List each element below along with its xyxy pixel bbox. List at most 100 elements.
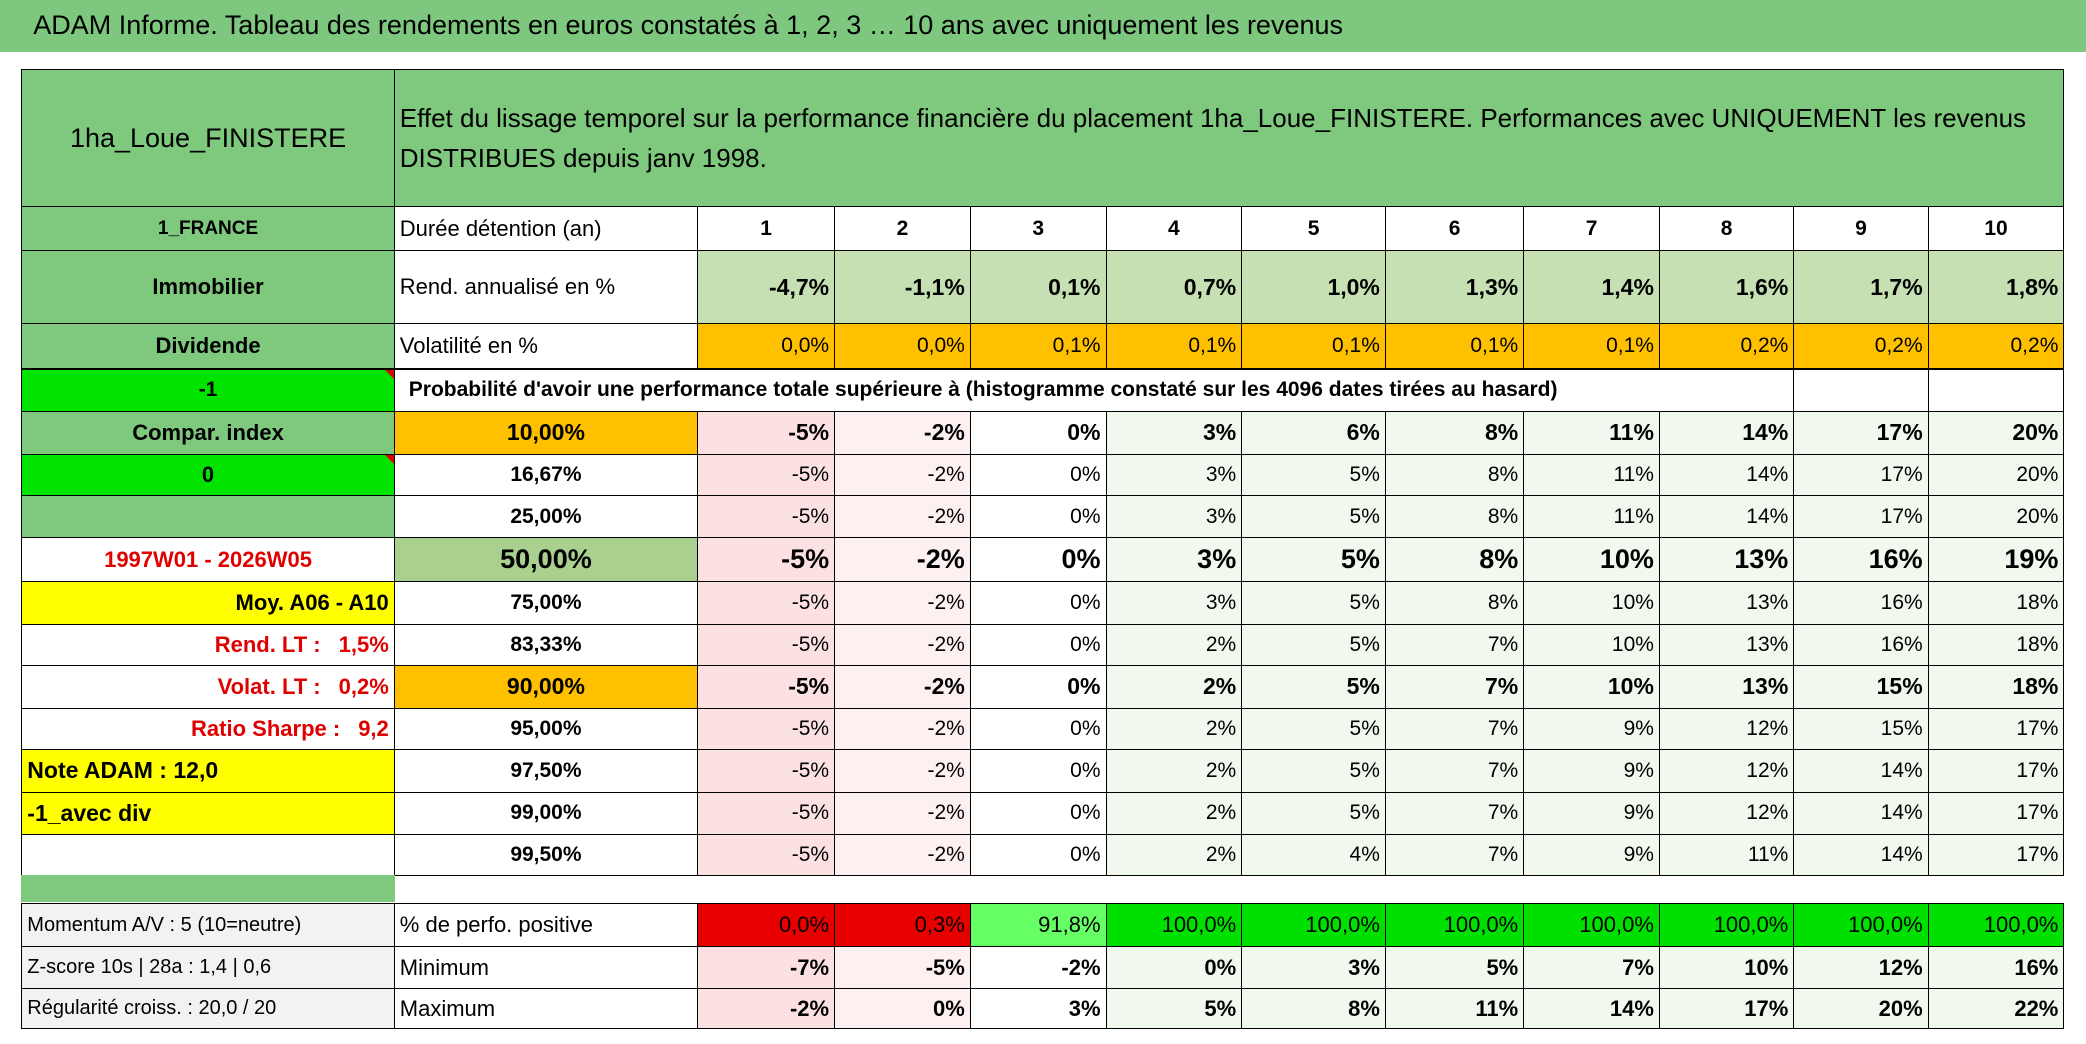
percentile-value: 12%: [1658, 748, 1795, 793]
percentile-value: 0%: [969, 494, 1107, 539]
percentile-value: -2%: [834, 453, 971, 496]
percentile-value: 3%: [1105, 581, 1243, 625]
stat-value: 5%: [1384, 945, 1525, 990]
percentile-value: 3%: [1105, 494, 1243, 539]
summary-value: 0,0%: [834, 323, 971, 370]
summary-value: 0,2%: [1658, 323, 1795, 370]
stat-value: 20%: [1793, 988, 1929, 1030]
stat-value: 100,0%: [1927, 903, 2065, 947]
percentile-value: 5%: [1241, 537, 1386, 583]
stat-value: -7%: [697, 945, 836, 990]
percentile-value: 10%: [1523, 665, 1660, 709]
stat-value: 100,0%: [1384, 903, 1525, 947]
percentile-value: -5%: [697, 537, 836, 583]
side-blank: [21, 494, 395, 539]
summary-value: 2: [834, 206, 971, 252]
percentile: 99,00%: [393, 791, 699, 836]
percentile-value: 0%: [969, 537, 1107, 583]
row-label: Durée détention (an): [393, 206, 699, 252]
percentile-value: 7%: [1384, 791, 1525, 836]
page-title: ADAM Informe. Tableau des rendements en …: [0, 0, 2086, 52]
percentile-value: -2%: [834, 494, 971, 539]
summary-value: 0,1%: [969, 323, 1107, 370]
percentile-value: 16%: [1793, 537, 1929, 583]
sharpe: Ratio Sharpe : 9,2: [21, 707, 395, 750]
summary-value: -1,1%: [834, 250, 971, 325]
percentile-value: 12%: [1658, 791, 1795, 836]
sharpe-value: 9,2: [358, 715, 389, 741]
percentile-value: 7%: [1384, 748, 1525, 793]
percentile: 97,50%: [393, 748, 699, 793]
percentile-value: -2%: [834, 707, 971, 750]
stat-value: 100,0%: [1658, 903, 1795, 947]
percentile-value: -5%: [697, 581, 836, 625]
compar-index-value: 0: [21, 453, 395, 496]
percentile-value: 0%: [969, 411, 1107, 455]
percentile-value: 10%: [1523, 623, 1660, 667]
percentile-value: 7%: [1384, 665, 1525, 709]
summary-value: 1,4%: [1523, 250, 1660, 325]
percentile-value: 20%: [1927, 494, 2065, 539]
stat-value: 91,8%: [969, 903, 1107, 947]
percentile-value: 3%: [1105, 453, 1243, 496]
percentile-value: -5%: [697, 707, 836, 750]
percentile-value: -5%: [697, 748, 836, 793]
row-label: % de perfo. positive: [393, 903, 699, 947]
percentile-value: 13%: [1658, 623, 1795, 667]
percentile-value: 0%: [969, 581, 1107, 625]
percentile-value: 9%: [1523, 707, 1660, 750]
stat-value: 12%: [1793, 945, 1929, 990]
rend-lt: Rend. LT : 1,5%: [21, 623, 395, 667]
stat-value: 0,3%: [834, 903, 971, 947]
volat-lt-label: Volat. LT :: [217, 673, 321, 699]
percentile-value: 6%: [1241, 411, 1386, 455]
stat-value: 100,0%: [1523, 903, 1660, 947]
compar-index-label: Compar. index: [21, 411, 395, 455]
percentile-value: 0%: [969, 748, 1107, 793]
stat-value: -5%: [834, 945, 971, 990]
stat-value: 14%: [1523, 988, 1660, 1030]
percentile-value: -5%: [697, 665, 836, 709]
percentile-value: 19%: [1927, 537, 2065, 583]
summary-value: 1,3%: [1384, 250, 1525, 325]
rend-lt-value: 1,5%: [338, 632, 389, 658]
note: Note ADAM : 12,0: [21, 748, 395, 793]
percentile-value: 20%: [1927, 411, 2065, 455]
percentile-value: -2%: [834, 748, 971, 793]
summary-value: 0,2%: [1927, 323, 2065, 370]
percentile-value: 0%: [969, 791, 1107, 836]
percentile-value: 7%: [1384, 834, 1525, 877]
percentile-value: -2%: [834, 623, 971, 667]
stat-value: 0%: [834, 988, 971, 1030]
summary-value: 0,1%: [969, 250, 1107, 325]
summary-value: 0,2%: [1793, 323, 1929, 370]
percentile-value: 17%: [1927, 791, 2065, 836]
percentile-value: -2%: [834, 411, 971, 455]
stat-value: 100,0%: [1241, 903, 1386, 947]
stat-value: 10%: [1658, 945, 1795, 990]
percentile-value: 10%: [1523, 581, 1660, 625]
percentile-value: 8%: [1384, 453, 1525, 496]
percentile-value: 5%: [1241, 453, 1386, 496]
average: Moy. A06 - A10: [21, 581, 395, 625]
percentile-value: 2%: [1105, 707, 1243, 750]
percentile-value: -5%: [697, 411, 836, 455]
stat-value: 11%: [1384, 988, 1525, 1030]
summary-value: 1,7%: [1793, 250, 1929, 325]
volat-lt: Volat. LT : 0,2%: [21, 665, 395, 709]
percentile-value: 8%: [1384, 411, 1525, 455]
stat-value: 5%: [1105, 988, 1243, 1030]
percentile-value: 11%: [1658, 834, 1795, 877]
stat-value: 0%: [1105, 945, 1243, 990]
percentile-value: -5%: [697, 494, 836, 539]
percentile-value: -5%: [697, 453, 836, 496]
summary-value: 10: [1927, 206, 2065, 252]
percentile-value: 16%: [1793, 623, 1929, 667]
summary-value: 0,7%: [1105, 250, 1243, 325]
percentile-value: 17%: [1793, 411, 1929, 455]
percentile-value: -2%: [834, 537, 971, 583]
percentile-value: 5%: [1241, 791, 1386, 836]
stat-value: -2%: [697, 988, 836, 1030]
row-label: Maximum: [393, 988, 699, 1030]
summary-value: 0,1%: [1105, 323, 1243, 370]
